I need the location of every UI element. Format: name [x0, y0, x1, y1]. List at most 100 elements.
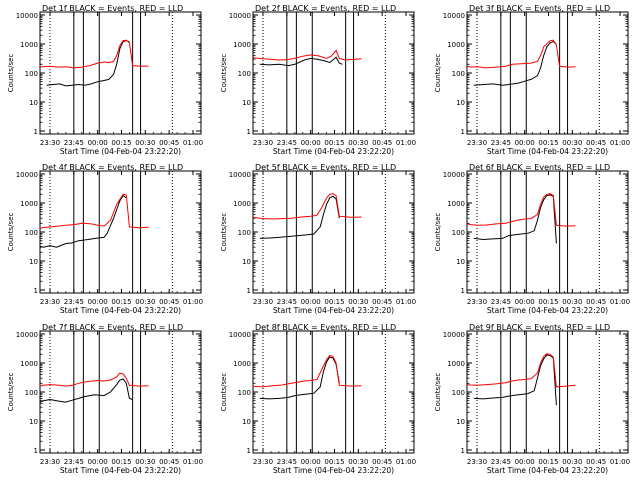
x-tick-label: 00:15 [324, 458, 344, 466]
x-tick-label: 01:00 [610, 298, 630, 306]
x-axis-label: Start Time (04-Feb-04 23:22:20) [60, 306, 181, 315]
y-tick-label: 10 [456, 418, 465, 426]
x-axis-label: Start Time (04-Feb-04 23:22:20) [487, 466, 608, 475]
y-tick-label: 1000 [447, 200, 465, 208]
panel-title: Det 5f BLACK = Events, RED = LLD [255, 163, 396, 172]
x-tick-label: 00:00 [88, 139, 108, 147]
x-axis-label: Start Time (04-Feb-04 23:22:20) [60, 147, 181, 156]
x-tick-label: 00:45 [586, 458, 606, 466]
x-tick-label: 00:45 [372, 458, 392, 466]
panel-1: Det 1f BLACK = Events, RED = LLD Counts/s… [7, 4, 203, 156]
panel-title: Det 8f BLACK = Events, RED = LLD [255, 323, 396, 332]
y-tick-label: 100 [452, 229, 465, 237]
y-axis-label: Counts/sec [7, 373, 15, 412]
lld-series-line [466, 39, 576, 69]
plot-frame [39, 330, 202, 454]
y-tick-label: 1000 [20, 41, 38, 49]
lld-series-line [466, 193, 576, 227]
x-tick-label: 00:30 [562, 139, 582, 147]
x-tick-label: 00:15 [111, 458, 131, 466]
y-axis-label: Counts/sec [7, 54, 15, 93]
y-tick-label: 10 [242, 258, 251, 266]
x-tick-label: 23:30 [467, 458, 487, 466]
x-tick-label: 23:45 [277, 139, 297, 147]
events-series-line [46, 40, 130, 87]
x-tick-label: 00:30 [348, 139, 368, 147]
y-tick-label: 1 [247, 287, 251, 295]
x-tick-label: 00:15 [538, 458, 558, 466]
x-tick-label: 23:45 [491, 458, 511, 466]
x-tick-label: 00:00 [88, 298, 108, 306]
x-tick-label: 00:00 [515, 298, 535, 306]
x-tick-label: 23:45 [277, 458, 297, 466]
y-tick-label: 10000 [443, 171, 465, 179]
lld-series-line [252, 355, 362, 388]
y-tick-label: 10000 [229, 331, 251, 339]
plot-frame [252, 330, 415, 454]
y-tick-label: 1000 [233, 360, 251, 368]
y-tick-label: 10000 [16, 331, 38, 339]
events-series-line [473, 354, 557, 406]
y-tick-label: 100 [238, 70, 251, 78]
x-tick-label: 23:45 [64, 458, 84, 466]
panel-title: Det 2f BLACK = Events, RED = LLD [255, 4, 396, 13]
panel-6: Det 6f BLACK = Events, RED = LLD Counts/s… [434, 163, 630, 315]
y-tick-label: 1000 [20, 200, 38, 208]
y-tick-label: 1000 [233, 200, 251, 208]
x-tick-label: 23:45 [277, 298, 297, 306]
x-tick-label: 23:45 [491, 139, 511, 147]
x-tick-label: 00:30 [348, 298, 368, 306]
x-tick-label: 00:00 [88, 458, 108, 466]
y-axis-label: Counts/sec [220, 213, 228, 252]
y-tick-label: 1000 [447, 41, 465, 49]
y-tick-label: 100 [452, 389, 465, 397]
x-tick-label: 00:30 [135, 139, 155, 147]
plot-frame [466, 11, 629, 135]
plot-frame [39, 11, 202, 135]
x-tick-label: 00:45 [159, 458, 179, 466]
panel-title: Det 6f BLACK = Events, RED = LLD [469, 163, 610, 172]
x-tick-label: 23:45 [64, 139, 84, 147]
events-series-line [259, 195, 340, 239]
plot-frame [252, 170, 415, 294]
x-tick-label: 00:15 [324, 298, 344, 306]
y-tick-label: 10 [242, 99, 251, 107]
y-tick-label: 100 [25, 70, 38, 78]
x-tick-label: 23:30 [40, 298, 60, 306]
x-tick-label: 01:00 [183, 298, 203, 306]
x-axis-label: Start Time (04-Feb-04 23:22:20) [273, 306, 394, 315]
x-tick-label: 01:00 [183, 139, 203, 147]
x-tick-label: 23:30 [253, 458, 273, 466]
x-tick-label: 01:00 [396, 458, 416, 466]
y-tick-label: 1000 [20, 360, 38, 368]
y-tick-label: 100 [452, 70, 465, 78]
y-tick-label: 10000 [443, 331, 465, 339]
x-axis-label: Start Time (04-Feb-04 23:22:20) [273, 466, 394, 475]
plot-frame [252, 11, 415, 135]
panel-3: Det 3f BLACK = Events, RED = LLD Counts/s… [434, 4, 630, 156]
x-tick-label: 23:30 [253, 139, 273, 147]
lld-series-line [252, 193, 362, 220]
x-tick-label: 01:00 [610, 458, 630, 466]
x-tick-label: 00:15 [538, 298, 558, 306]
x-tick-label: 00:45 [159, 139, 179, 147]
lld-series-line [39, 372, 149, 387]
plot-frame [39, 170, 202, 294]
panel-title: Det 9f BLACK = Events, RED = LLD [469, 323, 610, 332]
x-tick-label: 00:00 [301, 298, 321, 306]
x-tick-label: 23:45 [64, 298, 84, 306]
y-axis-label: Counts/sec [434, 54, 442, 93]
y-tick-label: 10 [456, 258, 465, 266]
panel-4: Det 4f BLACK = Events, RED = LLD Counts/s… [7, 163, 203, 315]
events-series-line [39, 194, 127, 248]
y-tick-label: 100 [238, 389, 251, 397]
events-series-line [473, 41, 557, 86]
y-tick-label: 10000 [229, 171, 251, 179]
events-series-line [473, 194, 557, 244]
y-tick-label: 1 [247, 447, 251, 455]
events-series-line [259, 356, 340, 400]
x-tick-label: 01:00 [610, 139, 630, 147]
y-tick-label: 1000 [447, 360, 465, 368]
y-axis-label: Counts/sec [434, 213, 442, 252]
